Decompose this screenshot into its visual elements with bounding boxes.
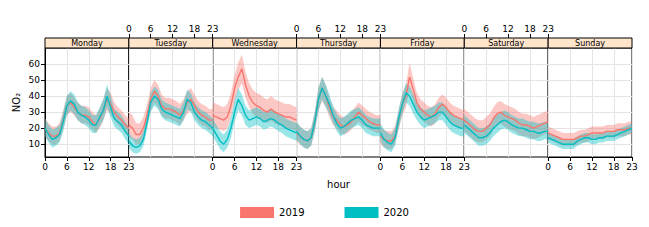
svg-text:0: 0	[461, 24, 467, 34]
svg-text:12: 12	[83, 162, 94, 172]
svg-text:18: 18	[189, 24, 201, 34]
svg-text:20: 20	[29, 123, 41, 133]
svg-text:6: 6	[567, 162, 573, 172]
svg-text:12: 12	[167, 24, 178, 34]
svg-text:6: 6	[232, 162, 238, 172]
svg-text:0: 0	[42, 162, 48, 172]
svg-text:12: 12	[502, 24, 513, 34]
svg-text:60: 60	[29, 59, 41, 69]
svg-text:18: 18	[356, 24, 368, 34]
svg-text:2019: 2019	[279, 207, 304, 218]
svg-text:23: 23	[542, 24, 553, 34]
svg-text:18: 18	[273, 162, 285, 172]
svg-text:6: 6	[148, 24, 154, 34]
svg-text:50: 50	[29, 75, 41, 85]
svg-text:6: 6	[483, 24, 489, 34]
svg-text:0: 0	[294, 24, 300, 34]
svg-text:0: 0	[378, 162, 384, 172]
svg-text:6: 6	[64, 162, 70, 172]
svg-text:6: 6	[316, 24, 322, 34]
svg-text:23: 23	[123, 162, 134, 172]
svg-text:NO₂: NO₂	[11, 93, 22, 112]
svg-text:23: 23	[207, 24, 218, 34]
svg-text:18: 18	[608, 162, 620, 172]
svg-text:23: 23	[375, 24, 386, 34]
svg-text:12: 12	[251, 162, 262, 172]
svg-text:30: 30	[29, 107, 41, 117]
svg-text:18: 18	[440, 162, 452, 172]
svg-text:23: 23	[459, 162, 470, 172]
svg-text:Thursday: Thursday	[319, 39, 357, 48]
svg-text:0: 0	[126, 24, 132, 34]
svg-text:hour: hour	[327, 179, 351, 190]
svg-text:23: 23	[626, 162, 637, 172]
svg-text:2020: 2020	[384, 207, 409, 218]
svg-text:Tuesday: Tuesday	[154, 39, 188, 48]
svg-text:10: 10	[29, 139, 41, 149]
svg-text:Friday: Friday	[410, 39, 435, 48]
svg-text:Wednesday: Wednesday	[231, 39, 278, 48]
svg-text:18: 18	[105, 162, 117, 172]
svg-text:0: 0	[545, 162, 551, 172]
svg-text:Sunday: Sunday	[575, 39, 605, 48]
svg-text:40: 40	[29, 91, 41, 101]
svg-text:23: 23	[291, 162, 302, 172]
svg-text:12: 12	[335, 24, 346, 34]
svg-text:0: 0	[210, 162, 216, 172]
svg-text:18: 18	[524, 24, 536, 34]
svg-text:12: 12	[418, 162, 429, 172]
svg-text:6: 6	[399, 162, 405, 172]
svg-text:12: 12	[586, 162, 597, 172]
svg-text:Monday: Monday	[71, 39, 103, 48]
svg-text:Saturday: Saturday	[488, 39, 524, 48]
